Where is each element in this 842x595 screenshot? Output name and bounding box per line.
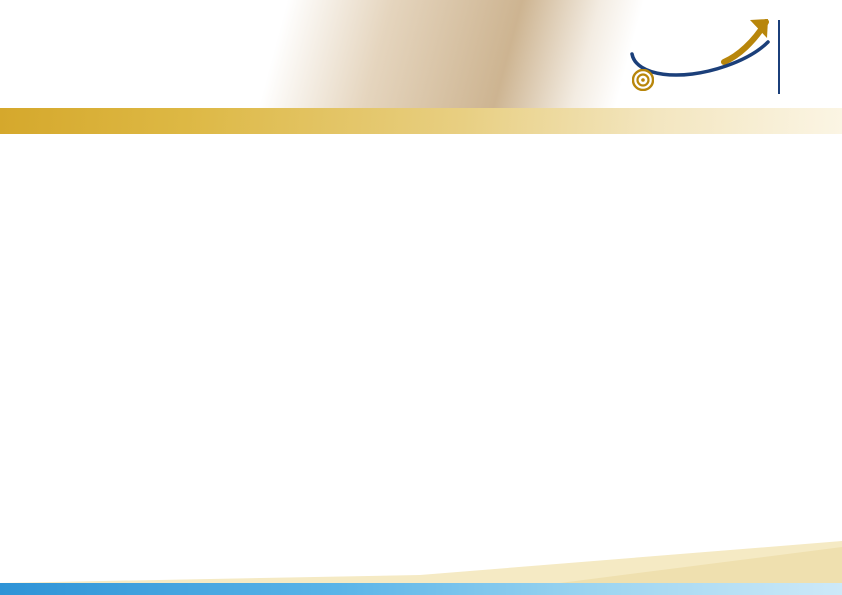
logo-arrow-icon — [721, 19, 769, 65]
footer-swoosh-icon — [0, 541, 842, 583]
header-background-band — [0, 0, 842, 108]
breadth-chart — [20, 418, 830, 553]
chart-canvas — [20, 434, 830, 552]
header — [0, 0, 842, 108]
date-bar — [0, 108, 842, 134]
logo-swoosh-icon — [630, 40, 770, 77]
logo-ring-icon — [632, 69, 654, 91]
footer-decoration — [0, 541, 842, 583]
chief-logo — [628, 14, 824, 100]
footer-bar — [0, 583, 842, 595]
logo-divider — [778, 20, 780, 94]
